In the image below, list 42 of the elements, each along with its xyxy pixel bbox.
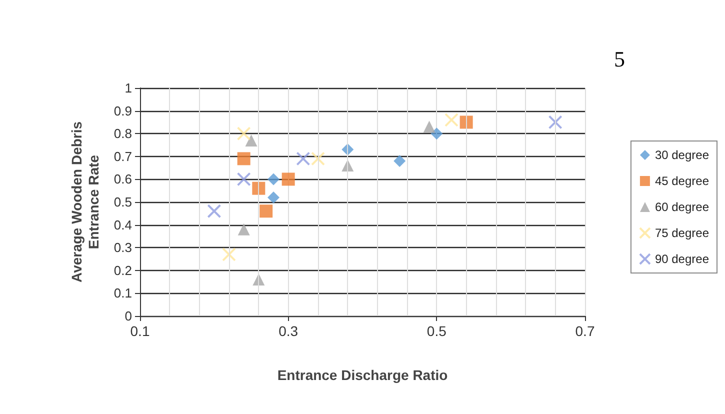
point xyxy=(282,172,295,186)
point xyxy=(260,204,273,218)
y-tick-label: 0.1 xyxy=(114,286,132,301)
legend-label: 75 degree xyxy=(654,226,710,240)
y-axis-title: Average Wooden Debris Entrance Rate xyxy=(68,121,102,283)
text: 5 xyxy=(614,46,625,72)
y-tick-label: 0.7 xyxy=(114,148,132,164)
point xyxy=(430,128,443,140)
legend-label: 45 degree xyxy=(654,174,710,188)
point xyxy=(236,172,251,186)
point xyxy=(444,112,458,127)
y-tick-label: 1 xyxy=(124,80,132,96)
y-tick-label: 0.4 xyxy=(114,217,132,232)
y-tick-label: 0.2 xyxy=(114,262,132,278)
point xyxy=(245,134,258,146)
x-axis-title: Entrance Discharge Ratio xyxy=(277,367,448,383)
point xyxy=(238,223,250,236)
point xyxy=(311,152,325,166)
point xyxy=(548,115,562,130)
legend-label: 30 degree xyxy=(654,148,710,162)
point xyxy=(460,116,473,129)
y-tick-label: 0.6 xyxy=(114,172,132,187)
y-tick-label: 0.9 xyxy=(114,103,132,118)
y-tick-label: 0 xyxy=(124,308,132,324)
point xyxy=(394,154,406,167)
x-tick-label: 0.5 xyxy=(426,323,447,339)
point xyxy=(268,191,280,204)
point xyxy=(236,126,251,141)
x-tick-label: 0.7 xyxy=(575,323,595,339)
point xyxy=(222,247,236,262)
point xyxy=(296,152,310,166)
y-tick-label: 0.8 xyxy=(114,126,132,142)
legend-label: 60 degree xyxy=(654,200,710,214)
y-tick-label: 0.5 xyxy=(114,194,132,210)
x-tick-label: 0.3 xyxy=(278,323,298,339)
point xyxy=(423,120,436,133)
point xyxy=(207,204,222,218)
point xyxy=(237,152,250,166)
point xyxy=(268,173,280,186)
legend-label: 90 degree xyxy=(654,252,710,266)
y-tick-label: 0.3 xyxy=(114,240,132,256)
point xyxy=(252,182,266,195)
